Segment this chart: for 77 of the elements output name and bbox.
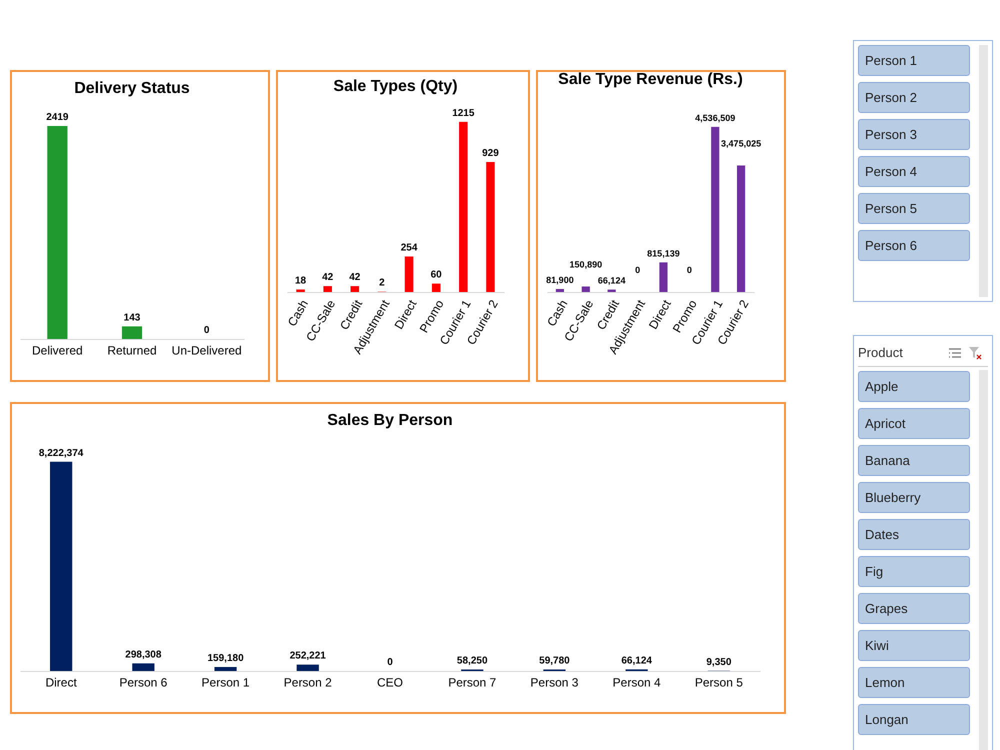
bar [432,284,440,292]
bar [736,166,746,292]
data-label: 42 [322,272,334,284]
bar [486,162,495,292]
data-label: 298,308 [125,649,162,660]
bar [214,666,237,671]
bar [296,664,319,671]
chart-title: Sale Types (Qty) [333,78,458,95]
x-tick-label: Person 1 [202,676,250,690]
text: Apricot [858,408,970,439]
text: Person 5 [858,193,970,224]
text: Fig [858,556,970,587]
text: Banana [858,445,970,476]
data-label: 254 [400,242,418,254]
chart-title: Delivery Status [74,80,190,97]
bar [296,289,305,292]
x-tick-label: CEO [376,676,404,690]
data-label: 66,124 [598,276,626,286]
chart-title: Sales By Person [327,412,453,429]
data-label: 42 [349,272,361,284]
x-tick-label: Person 7 [448,676,497,690]
data-label: 0 [204,325,210,336]
data-label: 3,475,025 [721,138,762,149]
data-label: 18 [295,275,307,286]
bar [50,462,72,671]
data-label: 66,124 [621,655,652,666]
x-tick-label: Person 2 [284,676,332,690]
x-tick-label: Returned [107,344,157,358]
data-label: 2 [379,278,386,289]
data-label: 8,222,374 [38,448,84,459]
data-label: 0 [635,265,640,275]
data-label: 252,221 [290,650,326,662]
x-tick-label: Un-Delivered [172,344,242,358]
chart-title: Sale Type Revenue (Rs.) [558,70,743,88]
data-label: 929 [482,148,500,159]
data-label: 58,250 [456,656,488,667]
text: Person 1 [858,45,970,76]
data-label: 81,900 [546,275,574,286]
data-label: 159,180 [207,652,244,664]
data-label: 4,536,509 [695,112,736,123]
text: Blueberry [858,482,970,513]
data-label: 143 [124,312,141,324]
data-label: 150,890 [570,260,602,270]
text: Longan [858,704,970,735]
data-label: 59,780 [539,655,570,666]
x-tick-label: Delivered [32,344,83,358]
text: Product [858,345,903,360]
x-tick-label: Direct [45,676,78,690]
text: Dates [858,519,970,550]
bar [132,663,154,671]
bar [659,262,668,292]
bar [459,122,468,292]
data-label: 2419 [46,112,69,123]
text: Person 3 [858,119,970,150]
text: Apple [858,371,970,402]
bar [404,256,414,292]
data-label: 60 [430,270,442,281]
text: Person 2 [858,82,970,113]
data-label: 0 [686,265,692,275]
bar [711,126,720,292]
data-label: 815,139 [647,248,680,258]
x-tick-label: Person 5 [694,676,744,690]
bar [582,286,590,292]
bar [350,286,360,292]
text: Grapes [858,593,970,624]
bar [556,289,564,292]
x-tick-label: Person 3 [530,676,579,690]
bar [323,286,332,292]
text: Lemon [858,667,970,698]
text: Person 4 [858,156,970,187]
data-label: 9,350 [706,656,732,668]
text: Person 6 [858,230,970,261]
data-label: 0 [387,657,394,668]
data-label: 1215 [452,108,475,119]
text: Kiwi [858,630,970,661]
x-tick-label: Person 6 [119,676,168,690]
x-tick-label: Person 4 [612,676,662,690]
